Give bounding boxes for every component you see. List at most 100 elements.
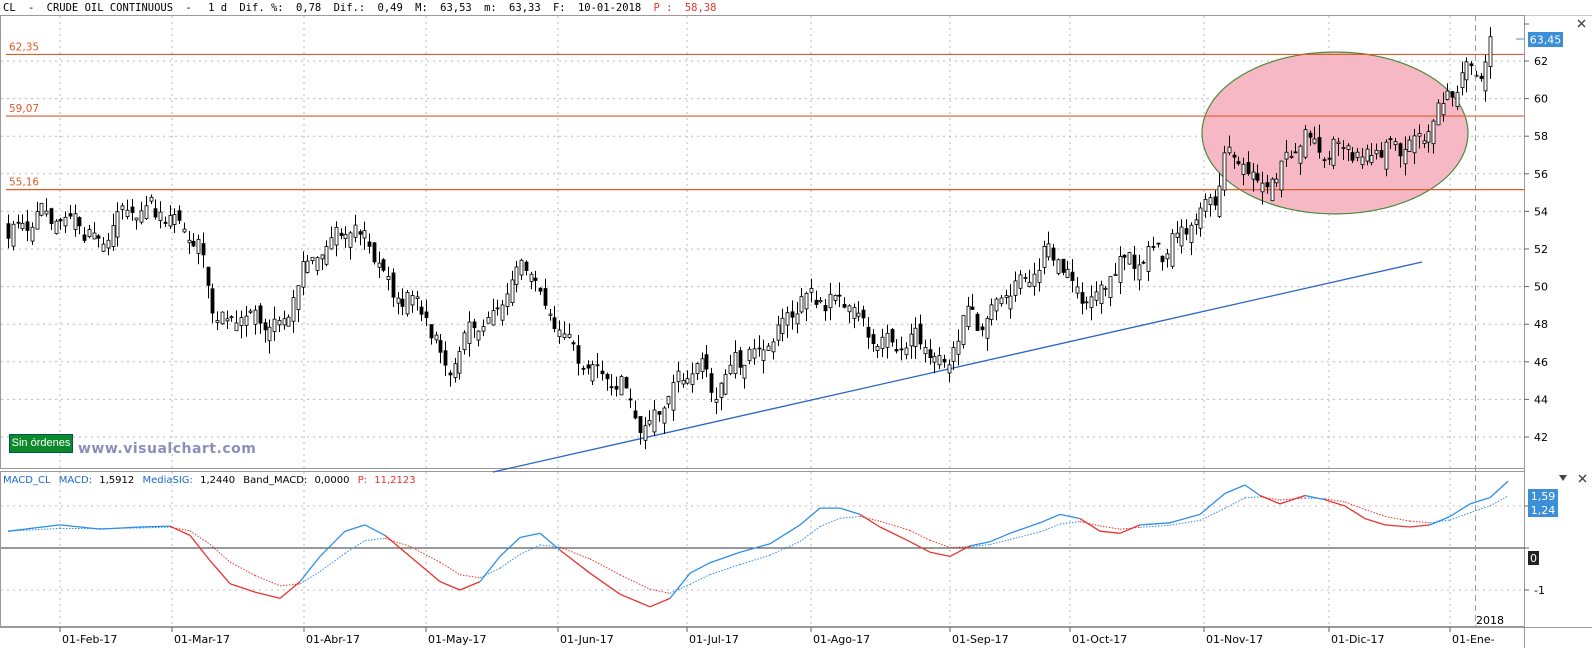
candle-body [1423,141,1426,144]
candle-body [1090,297,1093,308]
candle-body [753,349,756,358]
candle-body [1394,142,1397,145]
candle-body [1109,277,1112,298]
candle-body [1427,132,1430,143]
candle-body [1337,142,1340,144]
candle-body [933,356,936,362]
candle-body [74,214,77,230]
candle-body [69,214,72,217]
candle-body [340,233,343,235]
candle-body [154,209,157,217]
candle-body [805,293,808,308]
candle-body [121,206,124,210]
candle-body [159,212,162,220]
zero-badge-value: 0 [1530,552,1537,565]
candle-body [240,318,243,326]
candle-body [568,334,571,337]
candle-body [990,305,993,320]
candle-body [682,380,685,384]
header-period: 1 d [208,2,227,14]
candle-body [1328,158,1331,159]
candle-body [178,211,181,221]
candle-body [1480,76,1483,78]
candle-body [297,286,300,310]
candle-body [606,374,609,378]
candle-body [900,349,903,350]
orders-status-badge[interactable]: Sin órdenes [9,434,73,453]
candle-body [696,364,699,374]
candle-body [1204,199,1207,211]
candle-body [1223,153,1226,190]
candle-body [1375,150,1378,153]
candle-body [539,288,542,291]
candle-body [1209,198,1212,205]
candle-body [268,327,271,341]
candle-body [259,306,262,323]
header-difpct-value: 0,78 [296,2,321,14]
candle-body [506,294,509,307]
candle-body [810,288,813,292]
candle-body [715,400,718,403]
candle-body [1275,179,1278,183]
candle-body [116,212,119,237]
candle-body [720,383,723,397]
price-tick-label: 46 [1534,356,1548,369]
candle-body [967,306,970,326]
header-line: CL - CRUDE OIL CONTINUOUS - 1 d Dif. %: … [3,2,716,14]
candle-body [905,348,908,355]
candle-body [1128,253,1131,264]
candle-body [1024,277,1027,278]
candle-body [786,313,789,325]
candle-body [1280,161,1283,190]
candle-body [1005,296,1008,298]
candle-body [625,377,628,388]
candle-body [601,371,604,374]
candle-body [1171,234,1174,267]
candle-body [55,221,58,233]
header-date-label: F: [553,2,566,14]
candle-body [1142,262,1145,263]
candle-body [672,383,675,411]
candle-body [1294,152,1297,153]
candle-body [1114,274,1117,275]
candle-body [891,329,894,342]
candle-body [397,298,400,303]
candle-body [948,365,951,373]
candle-body [1180,227,1183,246]
candle-body [1076,287,1079,293]
candle-body [563,334,566,338]
candle-body [796,314,799,324]
time-tick-label: 01-Nov-17 [1206,633,1263,646]
price-tick-label: 44 [1534,393,1548,406]
candle-body [1038,270,1041,282]
time-tick-label: 01-Jun-17 [560,633,614,646]
candle-body [278,320,281,324]
candle-body [800,297,803,312]
candle-body [534,278,537,280]
candle-body [126,210,129,216]
candle-body [501,305,504,320]
candle-body [420,307,423,314]
candle-body [468,322,471,343]
candle-body [487,317,490,323]
candle-body [1470,64,1473,66]
candle-body [610,387,613,388]
candle-body [629,399,632,400]
candle-body [829,294,832,307]
candle-body [416,297,419,299]
candle-body [1361,157,1364,165]
candle-body [197,239,200,253]
candle-body [316,258,319,271]
header-price-label: P : [654,2,673,14]
candle-body [235,323,238,331]
candle-body [962,316,965,345]
candle-body [344,235,347,239]
candle-body [145,206,148,219]
candle-body [1271,179,1274,201]
candle-body [473,322,476,328]
candle-body [886,333,889,347]
candle-body [492,311,495,325]
candle-body [938,356,941,365]
price-tick-label: 54 [1534,205,1548,218]
